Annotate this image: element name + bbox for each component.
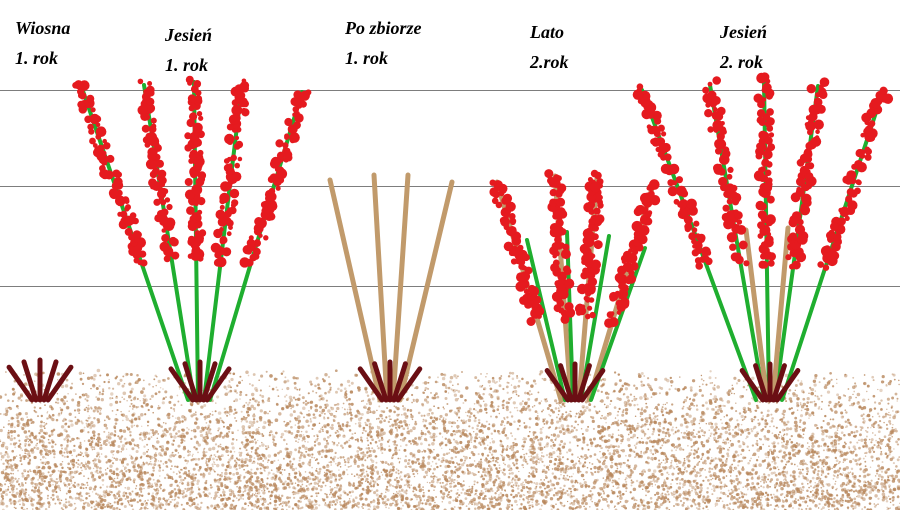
stage-title: Po zbiorze <box>345 18 422 39</box>
stage-title: Jesień <box>165 25 212 46</box>
plant-post_harvest_y1 <box>330 175 452 400</box>
stage-title: Lato <box>530 22 564 43</box>
stage-title: Jesień <box>720 22 767 43</box>
stage-subtitle: 1. rok <box>165 55 208 76</box>
stage-subtitle: 2.rok <box>530 52 569 73</box>
growth-cycle-diagram: Wiosna 1. rok Jesień 1. rok Po zbiorze 1. rok… <box>0 0 900 510</box>
plants-layer <box>0 0 900 510</box>
stage-subtitle: 1. rok <box>345 48 388 69</box>
plant-autumn_y2 <box>633 72 893 400</box>
plant-spring_y1 <box>9 360 71 400</box>
stage-subtitle: 1. rok <box>15 48 58 69</box>
plant-autumn_y1 <box>72 76 311 400</box>
plant-summer_y2 <box>489 169 660 400</box>
stage-title: Wiosna <box>15 18 70 39</box>
stage-subtitle: 2. rok <box>720 52 763 73</box>
